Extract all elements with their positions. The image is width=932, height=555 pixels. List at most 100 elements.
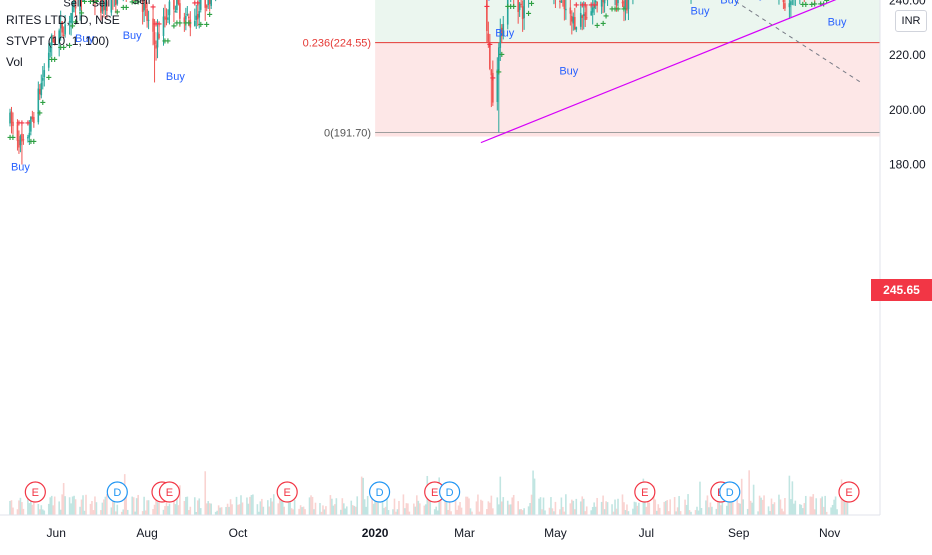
- candle[interactable]: [62, 34, 65, 36]
- candle[interactable]: [571, 15, 573, 22]
- candle[interactable]: [116, 0, 119, 4]
- candle[interactable]: [492, 72, 494, 103]
- candle[interactable]: [104, 2, 107, 10]
- candle[interactable]: [790, 1, 792, 5]
- candle[interactable]: [788, 3, 791, 8]
- trendline[interactable]: [480, 0, 861, 144]
- candle[interactable]: [559, 0, 561, 2]
- candle[interactable]: [156, 32, 159, 48]
- candle[interactable]: [596, 1, 598, 6]
- candle[interactable]: [496, 69, 499, 103]
- candle[interactable]: [623, 0, 625, 10]
- candle[interactable]: [600, 0, 603, 7]
- candle[interactable]: [177, 0, 180, 4]
- candle[interactable]: [621, 1, 624, 4]
- candle[interactable]: [591, 7, 594, 13]
- candle[interactable]: [74, 0, 77, 9]
- candle[interactable]: [199, 0, 202, 10]
- candle[interactable]: [210, 0, 212, 6]
- candle[interactable]: [502, 23, 505, 37]
- candle[interactable]: [627, 0, 630, 10]
- candle[interactable]: [61, 21, 63, 33]
- candle[interactable]: [195, 15, 198, 20]
- candle[interactable]: [53, 39, 56, 44]
- candle[interactable]: [185, 15, 187, 20]
- candle[interactable]: [500, 27, 503, 37]
- candle[interactable]: [70, 12, 72, 24]
- candle[interactable]: [9, 112, 11, 124]
- candle[interactable]: [58, 30, 60, 44]
- symbol-title[interactable]: RITES LTD, 1D, NSE: [6, 13, 120, 27]
- candle[interactable]: [168, 1, 171, 16]
- candle[interactable]: [208, 0, 211, 4]
- candle[interactable]: [18, 139, 20, 148]
- candle[interactable]: [179, 3, 181, 19]
- candle[interactable]: [584, 12, 587, 21]
- candle[interactable]: [523, 0, 525, 19]
- candle[interactable]: [560, 0, 563, 3]
- candle[interactable]: [144, 1, 147, 9]
- candle[interactable]: [10, 111, 13, 124]
- candle[interactable]: [94, 0, 96, 2]
- candle[interactable]: [487, 33, 490, 42]
- candle[interactable]: [79, 0, 81, 11]
- candle[interactable]: [164, 16, 166, 20]
- currency-badge[interactable]: INR: [895, 10, 927, 32]
- candle[interactable]: [167, 17, 169, 20]
- candle[interactable]: [47, 52, 50, 68]
- candle[interactable]: [37, 88, 40, 123]
- earnings-event-marker[interactable]: E: [634, 481, 656, 503]
- candle[interactable]: [506, 0, 509, 25]
- candle[interactable]: [585, 17, 588, 19]
- candle[interactable]: [572, 16, 575, 24]
- candle[interactable]: [39, 89, 41, 95]
- candle[interactable]: [626, 0, 628, 11]
- candle[interactable]: [50, 34, 53, 46]
- candle[interactable]: [594, 0, 597, 3]
- candle[interactable]: [563, 0, 566, 10]
- candle[interactable]: [68, 20, 71, 23]
- candle[interactable]: [71, 1, 74, 13]
- candle[interactable]: [19, 136, 22, 146]
- candle[interactable]: [176, 0, 178, 11]
- candle[interactable]: [174, 11, 177, 13]
- candle[interactable]: [603, 0, 606, 4]
- candle[interactable]: [82, 0, 84, 2]
- candle[interactable]: [602, 0, 604, 3]
- candle[interactable]: [22, 139, 25, 141]
- candle[interactable]: [193, 20, 196, 26]
- candle[interactable]: [155, 45, 157, 49]
- candle[interactable]: [565, 8, 567, 11]
- candle[interactable]: [43, 70, 46, 78]
- volume-legend[interactable]: Vol: [6, 55, 23, 69]
- candle[interactable]: [64, 24, 66, 35]
- candle[interactable]: [581, 15, 584, 18]
- candle[interactable]: [207, 0, 210, 6]
- candle[interactable]: [575, 27, 578, 30]
- dividend-event-marker[interactable]: D: [106, 481, 128, 503]
- candle[interactable]: [31, 116, 34, 120]
- candle[interactable]: [101, 0, 104, 12]
- candle[interactable]: [110, 0, 113, 13]
- candle[interactable]: [569, 7, 572, 14]
- candle[interactable]: [103, 0, 105, 11]
- candle[interactable]: [52, 37, 55, 42]
- candle[interactable]: [158, 33, 160, 39]
- indicator-legend[interactable]: STVPT (10, 1, 100): [6, 34, 110, 48]
- candle[interactable]: [590, 11, 592, 16]
- candle[interactable]: [521, 6, 524, 20]
- candle[interactable]: [205, 5, 208, 8]
- candle[interactable]: [16, 124, 19, 141]
- candle[interactable]: [40, 82, 43, 96]
- candle[interactable]: [204, 0, 207, 8]
- candle[interactable]: [33, 116, 35, 124]
- candle[interactable]: [183, 17, 186, 23]
- candle[interactable]: [153, 32, 156, 45]
- candle[interactable]: [499, 29, 502, 48]
- candle[interactable]: [490, 70, 493, 76]
- candle[interactable]: [165, 17, 168, 20]
- candle[interactable]: [624, 0, 627, 9]
- candle[interactable]: [41, 77, 44, 81]
